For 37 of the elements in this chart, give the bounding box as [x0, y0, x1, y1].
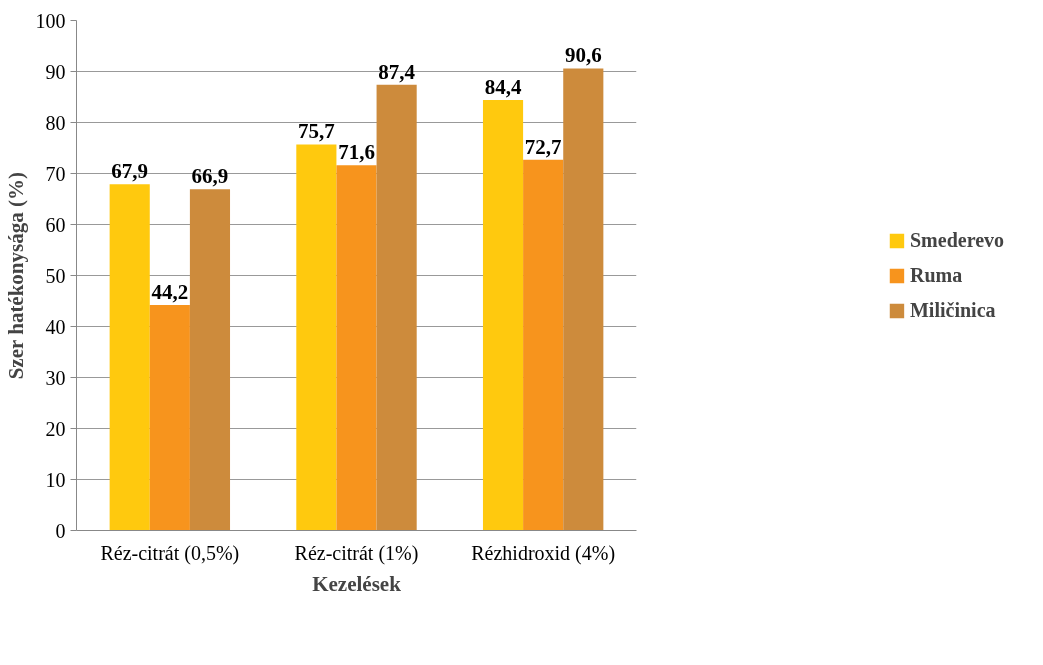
x-tick-label: Réz-citrát (0,5%)	[100, 541, 240, 565]
bar	[149, 305, 190, 531]
y-tick-label: 60	[45, 213, 66, 236]
y-tick-label: 30	[45, 366, 66, 389]
y-tick-label: 20	[45, 417, 66, 440]
data-label: 72,7	[524, 134, 562, 159]
data-label: 84,4	[484, 75, 522, 100]
legend-label: Smederevo	[909, 228, 1005, 252]
y-tick-label: 10	[45, 468, 66, 491]
data-label: 67,9	[111, 159, 149, 184]
bar	[189, 189, 231, 531]
y-axis-title: Szer hatékonysága (%)	[3, 172, 28, 380]
y-tick-label: 50	[45, 264, 66, 287]
y-tick-label: 100	[35, 9, 66, 32]
bar	[523, 159, 564, 531]
bar	[109, 184, 150, 531]
data-label: 71,6	[338, 140, 375, 165]
bar	[482, 100, 524, 531]
y-tick-label: 40	[45, 315, 66, 338]
y-tick-label: 0	[55, 519, 66, 542]
bar	[563, 68, 604, 531]
x-tick-label: Rézhidroxid (4%)	[471, 541, 616, 565]
y-tick-label: 80	[45, 111, 66, 134]
legend-label: Miličinica	[909, 298, 996, 322]
y-tick-label: 70	[45, 162, 66, 185]
data-label: 75,7	[297, 119, 335, 144]
data-label: 44,2	[151, 280, 189, 305]
data-label: 87,4	[378, 59, 416, 84]
y-tick-label: 90	[45, 60, 66, 83]
bar	[296, 144, 337, 531]
data-label: 90,6	[564, 43, 602, 68]
legend-label: Ruma	[909, 263, 963, 287]
data-label: 66,9	[191, 164, 229, 189]
bar	[376, 84, 417, 531]
x-axis-title: Kezelések	[312, 571, 402, 596]
x-tick-label: Réz-citrát (1%)	[294, 541, 419, 565]
bar	[336, 165, 377, 531]
